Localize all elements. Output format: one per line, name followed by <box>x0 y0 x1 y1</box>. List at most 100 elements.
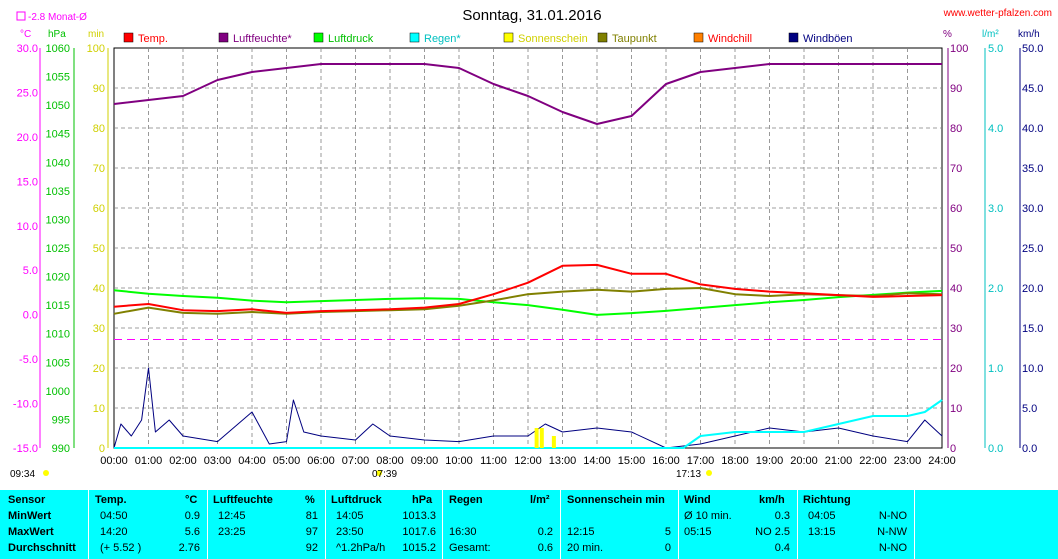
temp-tick-label: -10.0 <box>13 399 38 411</box>
wind-tick-label: 45.0 <box>1022 83 1043 95</box>
temp-tick-label: 30.0 <box>17 43 38 55</box>
series-line-temp <box>113 263 943 314</box>
humidity-tick-label: 50 <box>950 243 962 255</box>
grid <box>113 47 943 449</box>
stats-wind-val: NO 2.5 <box>755 526 790 538</box>
pressure-tick-label: 1005 <box>46 357 70 369</box>
stats-hum-val: 97 <box>305 526 318 538</box>
temp-tick-label: 20.0 <box>17 132 38 144</box>
pressure-tick-label: 1055 <box>46 72 70 84</box>
marker-left-label: 09:34 <box>10 469 35 480</box>
website-link[interactable]: www.wetter-pfalzen.com <box>943 8 1052 19</box>
marker-dot <box>43 470 49 476</box>
humidity-tick-label: 0 <box>950 443 956 455</box>
legend-label: Luftfeuchte* <box>233 33 292 45</box>
stats-label: MinWert <box>8 510 52 522</box>
legend: Temp. Luftfeuchte* Luftdruck Regen* Sonnensc… <box>123 32 853 45</box>
sunset-dot <box>706 470 712 476</box>
legend-swatch <box>693 32 704 43</box>
pressure-tick-label: 995 <box>52 414 70 426</box>
x-tick-label: 22:00 <box>859 455 887 467</box>
stats-header-temp-unit: °C <box>185 494 198 506</box>
wind-tick-label: 50.0 <box>1022 43 1043 55</box>
legend-label: Sonnenschein <box>518 33 588 45</box>
wind-tick-label: 35.0 <box>1022 163 1043 175</box>
stats-wind-val: 0.4 <box>774 542 790 554</box>
legend-swatch <box>218 32 229 43</box>
x-tick-label: 15:00 <box>618 455 646 467</box>
x-tick-label: 03:00 <box>204 455 232 467</box>
wind-tick-label: 10.0 <box>1022 363 1043 375</box>
stats-temp-val: 5.6 <box>184 526 200 538</box>
stats-temp-time: 04:50 <box>100 510 128 522</box>
rain-tick-label: 2.0 <box>988 283 1003 295</box>
stats-dir-val: N-NO <box>878 542 907 554</box>
sunshine-bar <box>539 428 544 448</box>
wind-tick-label: 30.0 <box>1022 203 1043 215</box>
temp-unit-label: °C <box>20 29 31 40</box>
stats-temp-val: 2.76 <box>178 542 200 554</box>
pressure-tick-label: 1030 <box>46 214 70 226</box>
legend-label: Regen* <box>424 33 461 45</box>
monthly-avg-label: -2.8 Monat-Ø <box>28 12 87 23</box>
stats-header-hum-unit: % <box>305 494 315 506</box>
pressure-tick-label: 1015 <box>46 300 70 312</box>
stats-press-val: 1015.2 <box>402 542 436 554</box>
stats-label: MaxWert <box>8 526 54 538</box>
legend-label: Windchill <box>708 33 752 45</box>
x-tick-label: 24:00 <box>928 455 956 467</box>
x-tick-label: 00:00 <box>100 455 128 467</box>
x-tick-label: 05:00 <box>273 455 301 467</box>
pressure-unit-label: hPa <box>48 29 66 40</box>
humidity-tick-label: 40 <box>950 283 962 295</box>
stats-header-sun: Sonnenschein min <box>567 494 665 506</box>
series-line-windben <box>113 367 943 449</box>
legend-swatch <box>409 32 420 43</box>
stats-panel: Sensor Temp. °C Luftfeuchte % Luftdruck … <box>0 489 1058 559</box>
wind-tick-label: 20.0 <box>1022 283 1043 295</box>
x-tick-label: 10:00 <box>445 455 473 467</box>
stats-header-sensor: Sensor <box>8 494 46 506</box>
stats-rain-val: 0.2 <box>537 526 553 538</box>
stats-rain-time: Gesamt: <box>449 542 491 554</box>
wind-tick-label: 25.0 <box>1022 243 1043 255</box>
humidity-tick-label: 90 <box>950 83 962 95</box>
stats-rain-val: 0.6 <box>537 542 553 554</box>
sunshine-tick-label: 70 <box>93 163 105 175</box>
series-line-luftdruck <box>113 289 943 316</box>
humidity-tick-label: 100 <box>950 43 968 55</box>
x-tick-label: 17:00 <box>687 455 715 467</box>
stats-sun-time: 20 min. <box>567 542 604 554</box>
rain-tick-label: 5.0 <box>988 43 1003 55</box>
stats-label: Durchschnitt <box>8 542 76 554</box>
sunshine-tick-label: 100 <box>87 43 105 55</box>
stats-hum-time: 12:45 <box>218 510 246 522</box>
rain-tick-label: 1.0 <box>988 363 1003 375</box>
sunshine-tick-label: 0 <box>99 443 105 455</box>
stats-dir-val: N-NW <box>877 526 907 538</box>
x-tick-label: 18:00 <box>721 455 749 467</box>
x-tick-label: 11:00 <box>480 455 507 467</box>
sunshine-tick-label: 80 <box>93 123 105 135</box>
wind-tick-label: 0.0 <box>1022 443 1037 455</box>
pressure-tick-label: 1010 <box>46 329 70 341</box>
legend-swatch <box>123 32 134 43</box>
temp-tick-label: 15.0 <box>17 176 38 188</box>
axes: 30.0 25.0 20.0 15.0 10.0 5.0 0.0 -5.0 -10.0 -15.0… <box>13 43 1043 476</box>
temp-tick-label: 10.0 <box>17 221 38 233</box>
x-tick-label: 06:00 <box>307 455 335 467</box>
stats-header-rain: Regen <box>449 494 483 506</box>
temp-tick-label: -5.0 <box>19 354 38 366</box>
pressure-tick-label: 1040 <box>46 157 70 169</box>
sunshine-tick-label: 60 <box>93 203 105 215</box>
sunrise-label: 07:39 <box>372 469 397 480</box>
legend-swatch <box>597 32 608 43</box>
stats-header-press-unit: hPa <box>412 494 433 506</box>
stats-dir-time: 13:15 <box>808 526 836 538</box>
legend-label: Luftdruck <box>328 33 374 45</box>
x-tick-label: 12:00 <box>514 455 542 467</box>
sunshine-tick-label: 50 <box>93 243 105 255</box>
pressure-tick-label: 1060 <box>46 43 70 55</box>
stats-header-wind: Wind <box>684 494 711 506</box>
sunshine-tick-label: 40 <box>93 283 105 295</box>
